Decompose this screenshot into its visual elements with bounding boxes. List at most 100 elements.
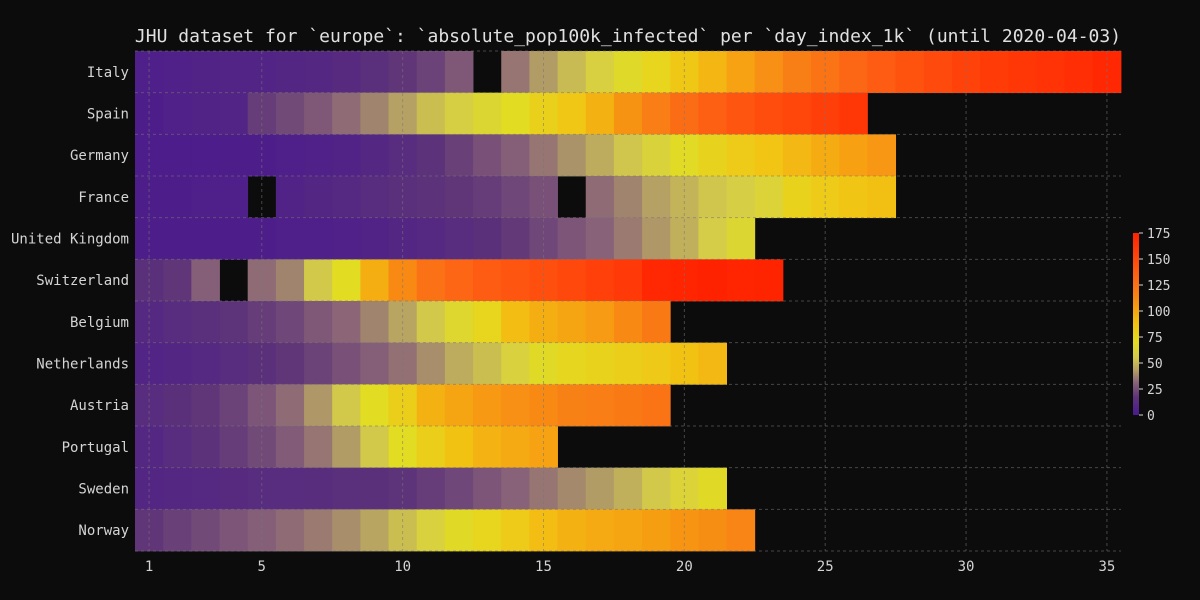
heatmap-cell: [332, 134, 361, 177]
heatmap-cell: [642, 51, 671, 94]
x-tick-label: 10: [394, 559, 411, 575]
heatmap-cell: [191, 509, 220, 552]
x-tick-label: 15: [535, 559, 552, 575]
x-tick-label: 30: [958, 559, 975, 575]
heatmap-cell: [473, 92, 502, 135]
heatmap-cell: [501, 509, 530, 552]
heatmap-cell: [304, 467, 333, 510]
heatmap-cell: [726, 509, 756, 552]
heatmap-cell: [642, 259, 671, 302]
heatmap-cell: [219, 217, 249, 260]
y-tick-label: United Kingdom: [11, 232, 129, 248]
x-axis-labels: 1 5 10 15 20 25 30 35: [145, 559, 1115, 575]
colorbar: 0 25 50 75 100 125 150 175: [1133, 227, 1170, 424]
heatmap-cell: [416, 384, 446, 427]
heatmap-cell: [642, 217, 671, 260]
heatmap-cell: [360, 51, 389, 94]
x-tick-label: 20: [676, 559, 693, 575]
heatmap-cell: [163, 467, 192, 510]
heatmap-cell: [304, 509, 333, 552]
heatmap-cell: [360, 92, 389, 135]
heatmap-cell: [219, 92, 249, 135]
heatmap-cell: [219, 509, 249, 552]
heatmap-cell: [444, 384, 474, 427]
heatmap-cell: [416, 134, 446, 177]
heatmap-cell: [304, 134, 333, 177]
heatmap-cell: [585, 92, 615, 135]
heatmap-cell: [585, 509, 615, 552]
heatmap-cell: [642, 509, 671, 552]
heatmap-cell: [163, 51, 192, 94]
heatmap-cell: [501, 384, 530, 427]
chart-title: JHU dataset for `europe`: `absolute_pop1…: [135, 26, 1121, 47]
heatmap-cell: [332, 51, 361, 94]
heatmap-cell: [275, 92, 305, 135]
heatmap-cell: [585, 134, 615, 177]
heatmap-cell: [332, 92, 361, 135]
heatmap-cell: [275, 342, 305, 385]
heatmap-cell: [698, 176, 727, 219]
y-tick-label: Netherlands: [36, 357, 129, 373]
heatmap-cell: [191, 467, 220, 510]
heatmap-cell: [304, 426, 333, 469]
heatmap-cell: [191, 384, 220, 427]
colorbar-ticks: 0 25 50 75 100 125 150 175: [1139, 227, 1170, 424]
heatmap-cell: [923, 51, 953, 94]
heatmap-cell: [360, 301, 389, 344]
heatmap-cell: [613, 509, 643, 552]
heatmap-cell: [275, 301, 305, 344]
heatmap-cell: [275, 509, 305, 552]
heatmap-cell: [585, 259, 615, 302]
heatmap-cell: [473, 217, 502, 260]
x-tick-label: 5: [258, 559, 266, 575]
colorbar-tick-label: 50: [1147, 357, 1163, 372]
heatmap-cell: [585, 384, 615, 427]
heatmap-cell: [163, 342, 192, 385]
heatmap-cell: [444, 259, 474, 302]
heatmap-cell: [867, 51, 897, 94]
heatmap-cell: [557, 134, 587, 177]
colorbar-tick-label: 175: [1147, 227, 1170, 242]
heatmap-cell: [332, 259, 361, 302]
heatmap-cell: [613, 176, 643, 219]
heatmap-cell: [219, 176, 249, 219]
grid-lines: [135, 50, 1121, 552]
heatmap-cell: [501, 301, 530, 344]
heatmap-cell: [642, 92, 671, 135]
heatmap-cell: [839, 176, 868, 219]
heatmap-cell: [473, 134, 502, 177]
heatmap-cell: [613, 259, 643, 302]
heatmap-cell: [1064, 51, 1094, 94]
heatmap-cell: [444, 301, 474, 344]
heatmap-cell: [642, 384, 671, 427]
heatmap-cell: [557, 384, 587, 427]
heatmap-cell: [613, 134, 643, 177]
heatmap-cell: [191, 92, 220, 135]
heatmap-cell: [360, 259, 389, 302]
heatmap-cell: [444, 134, 474, 177]
heatmap-cell: [444, 342, 474, 385]
heatmap-cell: [782, 51, 812, 94]
heatmap-cell: [557, 51, 587, 94]
y-tick-label: Germany: [70, 148, 129, 164]
heatmap-cell: [191, 176, 220, 219]
colorbar-tick-label: 75: [1147, 331, 1163, 346]
heatmap-cell: [698, 342, 727, 385]
y-tick-label: Spain: [87, 107, 129, 123]
heatmap-cell: [473, 342, 502, 385]
heatmap-cell: [613, 467, 643, 510]
heatmap-cell: [444, 509, 474, 552]
heatmap-cell: [304, 384, 333, 427]
heatmap-cell: [163, 217, 192, 260]
heatmap-cell: [613, 342, 643, 385]
heatmap-cell: [163, 134, 192, 177]
y-tick-label: Italy: [87, 65, 129, 81]
y-tick-label: Norway: [78, 523, 129, 539]
heatmap-cell: [332, 342, 361, 385]
heatmap-cell: [839, 134, 868, 177]
heatmap-cell: [867, 176, 897, 219]
heatmap-cell: [557, 342, 587, 385]
heatmap-cell: [698, 509, 727, 552]
heatmap-cell: [163, 259, 192, 302]
heatmap-cell: [980, 51, 1009, 94]
